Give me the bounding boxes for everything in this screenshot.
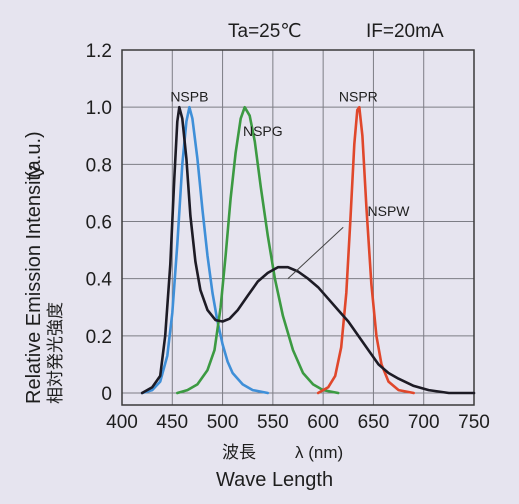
- y-tick-label: 0.4: [86, 270, 113, 291]
- x-tick-label: 700: [408, 412, 440, 433]
- y-tick-label: 0.6: [86, 213, 112, 234]
- series-nspb-label: NSPB: [170, 88, 208, 104]
- series-nspw-line: [140, 105, 476, 395]
- series-nspr-label: NSPR: [339, 88, 378, 104]
- x-tick-label: 600: [307, 412, 339, 433]
- y-axis-title: Relative Emission Intensity: [23, 165, 45, 404]
- x-tick-label: 650: [358, 412, 390, 433]
- y-tick-label: 1.2: [86, 41, 112, 62]
- y-axis-title-jp: 相対発光強度: [46, 302, 65, 404]
- condition-current: IF=20mA: [366, 21, 444, 42]
- y-tick-label: 0: [101, 384, 112, 405]
- curves: [140, 105, 476, 395]
- tick-labels: 400 450 500 550 600 650 700 750 0 0.2 0.4 0.6 0.8 1.0…: [86, 41, 490, 433]
- series-nspg-label: NSPG: [243, 123, 283, 139]
- series-nspb-line: [140, 105, 270, 395]
- x-tick-label: 500: [207, 412, 239, 433]
- x-tick-label: 450: [156, 412, 188, 433]
- x-tick-label: 750: [458, 412, 490, 433]
- series-nspw-label: NSPW: [368, 203, 411, 219]
- series-nspr-line: [316, 105, 415, 395]
- y-tick-label: 1.0: [86, 98, 112, 119]
- condition-temperature: Ta=25℃: [228, 21, 302, 42]
- y-axis-unit: (a.u.): [23, 131, 45, 178]
- grid: [122, 50, 474, 405]
- x-tick-label: 400: [106, 412, 138, 433]
- series-labels: NSPB NSPG NSPR NSPW: [170, 88, 410, 218]
- x-axis-title: Wave Length: [216, 469, 333, 491]
- series-nspw-leader: [287, 226, 344, 280]
- y-tick-label: 0.2: [86, 327, 112, 348]
- plot-frame: [121, 49, 475, 406]
- x-tick-label: 550: [257, 412, 289, 433]
- series-nspg-line: [176, 105, 340, 395]
- y-tick-label: 0.8: [86, 155, 112, 176]
- x-axis-unit: λ (nm): [295, 443, 343, 462]
- x-axis-title-jp: 波長: [222, 443, 256, 462]
